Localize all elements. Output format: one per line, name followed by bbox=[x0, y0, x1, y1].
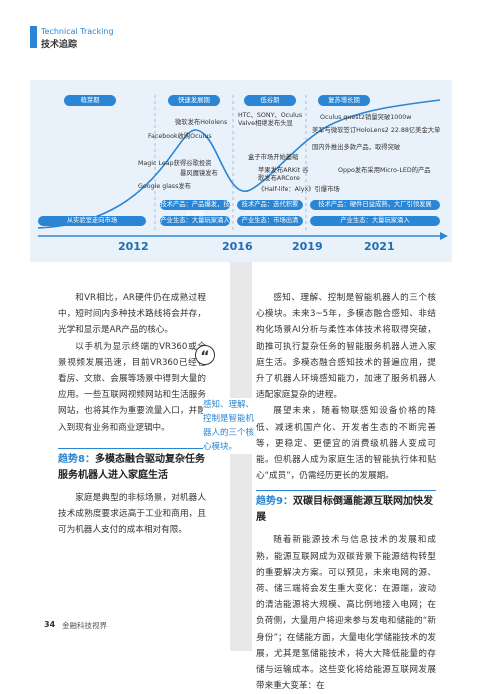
quote-icon: “ bbox=[195, 345, 215, 365]
phase: 快速发展期 bbox=[168, 95, 220, 106]
phase: 低谷期 bbox=[244, 95, 296, 106]
event: Oppo发布采用Micro-LED的产品 bbox=[338, 167, 431, 174]
event: Google glass发布 bbox=[138, 183, 191, 190]
event: 微软发布Hololens bbox=[175, 119, 228, 126]
left-column: 和VR相比，AR硬件仍在成熟过程中，短时间内多种技术路线将会并存，光学和显示是A… bbox=[58, 290, 206, 538]
phase-bar: 技术产品：硬件日益成熟，大厂引领发展 bbox=[310, 200, 440, 210]
right-column: 感知、理解、控制是智能机器人的三个核心模块。未来3~5年，多模态融合感知、非结构… bbox=[256, 290, 436, 694]
heading: 趋势9：双碳目标倒逼能源互联网加快发展 bbox=[256, 490, 436, 526]
paragraph: 家庭是典型的非标场景，对机器人技术成熟度要求远高于工业和商用，且可为机器人支付的… bbox=[58, 492, 206, 536]
heading-text: 多模态融合驱动复杂任务服务机器人进入家庭生活 bbox=[58, 453, 205, 481]
magazine-name: 金融科技视界 bbox=[62, 621, 107, 630]
paragraph: 以手机为显示终端的VR360或全景视频发展迅速，目前VR360已经在看房、文旅、… bbox=[58, 341, 206, 433]
phase: 萌芽期 bbox=[64, 95, 116, 106]
heading-label: 趋势8： bbox=[58, 453, 95, 465]
year: 2016 bbox=[222, 240, 253, 253]
event: 苹果发布ARKit 谷歌发布ARCore bbox=[258, 167, 309, 182]
heading-text: 双碳目标倒逼能源互联网加快发展 bbox=[256, 496, 433, 524]
event: Facebook收购Oculus bbox=[148, 133, 212, 140]
phase-bar: 产业生态：大量玩家涌入 bbox=[310, 216, 440, 226]
year: 2019 bbox=[292, 240, 323, 253]
phase: 复苏增长期 bbox=[318, 95, 370, 106]
header-en: Technical Tracking bbox=[41, 27, 114, 36]
phase-bar: 产业生态：市场出清 bbox=[237, 216, 303, 226]
event: 《Half-life：Alyx》引爆市场 bbox=[258, 186, 340, 193]
event: 暴风魔镜发布 bbox=[180, 170, 218, 177]
event: 盒子市场开始萎缩 bbox=[248, 154, 299, 161]
timeline-graphic bbox=[37, 95, 448, 240]
pull-quote: 感知、理解、控制是智能机器人的三个核心模块。 bbox=[203, 398, 255, 454]
phase-bar: 产业生态：大量玩家涌入 bbox=[160, 216, 230, 226]
heading: 趋势8：多模态融合驱动复杂任务服务机器人进入家庭生活 bbox=[58, 447, 206, 484]
event: Oculus quest2销量突破1000w bbox=[320, 114, 412, 121]
center-strip bbox=[230, 262, 252, 651]
event: Magic Leap获得谷歌投资 bbox=[138, 160, 212, 167]
paragraph: 随着新能源技术与信息技术的发展和成熟，能源互联网成为双碳背景下能源结构转型的重要… bbox=[256, 535, 436, 692]
heading-label: 趋势9： bbox=[256, 496, 293, 508]
event: HTC、SONY、Oculus Valve相继发布头显 bbox=[238, 112, 303, 127]
header-zh: 技术追踪 bbox=[41, 40, 78, 50]
timeline-box bbox=[30, 80, 452, 262]
page: Technical Tracking 技术追踪 萌芽期 快速发展期 低谷期 复苏… bbox=[30, 26, 452, 692]
phase-bar: 技术产品：产品爆发，技术创新 bbox=[160, 200, 230, 218]
paragraph: 展望未来，随着物联感知设备价格的降低、减速机国产化、开发者生态的不断完善等，更稳… bbox=[256, 406, 436, 482]
year: 2021 bbox=[364, 240, 395, 253]
year: 2012 bbox=[118, 240, 149, 253]
header-mark bbox=[30, 26, 37, 48]
phase-bar: 技术产品：迭代积累 bbox=[237, 200, 303, 210]
paragraph: 感知、理解、控制是智能机器人的三个核心模块。未来3~5年，多模态融合感知、非结构… bbox=[256, 293, 436, 401]
event: 美军与微软签订HoloLens2 22.88亿美金大单 bbox=[312, 127, 441, 134]
phase-bar: 从实验室走向市场 bbox=[38, 216, 146, 226]
page-number: 34 bbox=[44, 620, 56, 629]
event: 国内外推出多款产品，取得突破 bbox=[312, 144, 401, 151]
paragraph: 和VR相比，AR硬件仍在成熟过程中，短时间内多种技术路线将会并存，光学和显示是A… bbox=[58, 293, 206, 336]
